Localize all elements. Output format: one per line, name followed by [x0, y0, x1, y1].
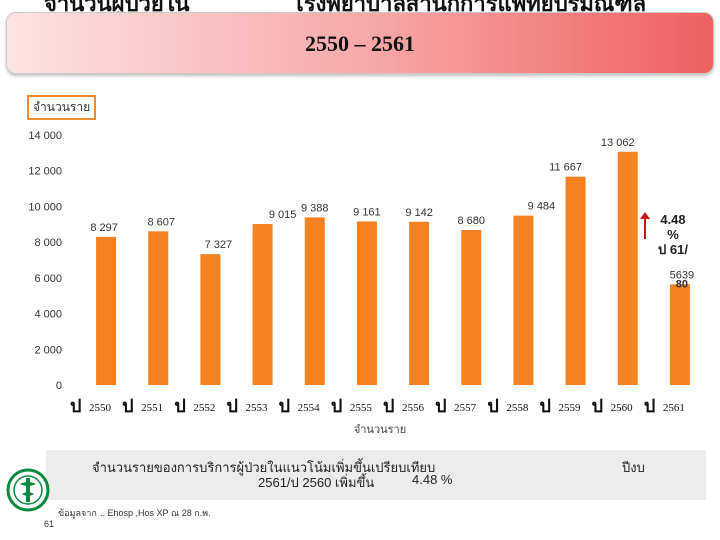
x-tick-prefix: ป: [644, 396, 655, 416]
x-tick-prefix: ป: [279, 396, 290, 416]
bar: [565, 176, 586, 385]
x-tick-prefix: ป: [540, 396, 551, 416]
y-tick-label: 8 000: [34, 237, 62, 249]
bar-value-label: 11 667: [549, 162, 582, 174]
bar-value-label: 9 142: [405, 207, 433, 219]
x-tick-label: 2561: [663, 402, 685, 414]
y-tick-label: 10 000: [28, 201, 62, 213]
x-tick-prefix: ป: [227, 396, 238, 416]
x-tick-label: 2556: [402, 402, 425, 414]
x-tick-label: 2553: [246, 402, 269, 414]
bar-value-label: 9 484: [528, 201, 556, 213]
y-tick-label: 6 000: [34, 273, 62, 285]
x-tick-label: 2559: [559, 402, 582, 414]
bar-value-label: 5639: [670, 269, 694, 281]
summary-percent: 4.48 %: [412, 472, 453, 487]
change-value: 4.48: [660, 212, 686, 227]
bar: [461, 230, 482, 385]
x-tick-prefix: ป: [592, 396, 603, 416]
x-tick-label: 2558: [506, 402, 529, 414]
x-tick-prefix: ป: [487, 396, 498, 416]
x-tick-prefix: ป: [331, 396, 342, 416]
bar-value-label: 9 388: [301, 202, 329, 214]
change-tail: ป 61/: [658, 242, 688, 257]
x-tick-label: 2560: [611, 402, 634, 414]
x-tick-label: 2557: [454, 402, 477, 414]
bar-value-label: 7 327: [205, 239, 233, 251]
bar-value-label: 8 607: [147, 216, 175, 228]
y-tick-label: 12 000: [28, 166, 62, 178]
x-tick-label: 2551: [141, 402, 163, 414]
summary-line-1: จำนวนรายของการบริการผู้ป่วยในแนวโน้มเพิ่…: [92, 460, 436, 475]
bar: [96, 236, 117, 385]
title-banner: 2550 – 2561: [6, 12, 714, 74]
source-text: .. Ehosp ,Hos XP ณ 28 ก.พ.: [100, 508, 211, 518]
y-tick-label: 0: [56, 380, 62, 392]
bar: [409, 221, 430, 385]
change-percent: %: [667, 227, 679, 242]
bar-value-label: 13 062: [601, 137, 635, 149]
x-tick-prefix: ป: [174, 396, 185, 416]
x-tick-label: 2555: [350, 402, 373, 414]
arrow-up-icon: [640, 212, 650, 239]
x-axis-title: จำนวนราย: [354, 424, 406, 436]
bar-value-label: 9 161: [353, 206, 381, 218]
y-tick-label: 14 000: [28, 130, 62, 142]
page-title: จำนวนผู้ป่วยใน โรงพยาบาลสำนักการแพทย์ปริ…: [0, 0, 720, 16]
x-tick-prefix: ป: [70, 396, 81, 416]
summary-line-2: 2561/ป 2560 เพิ่มขึ้น: [258, 475, 375, 490]
bar: [148, 231, 169, 385]
summary-right-text: ปีงบ: [622, 460, 645, 475]
bar-chart: 0 2 000 4 000 6 000 8 000 10 000 12 000 14 000 8…: [28, 130, 694, 436]
x-tick-label: 2552: [193, 402, 215, 414]
x-tick-prefix: ป: [122, 396, 133, 416]
x-tick-prefix: ป: [435, 396, 446, 416]
x-tick-prefix: ป: [383, 396, 394, 416]
bar: [669, 284, 690, 385]
summary-panel: [46, 450, 706, 500]
bar: [356, 221, 377, 385]
banner-text: 2550 – 2561: [305, 31, 415, 56]
bar-value-label: 8 680: [457, 215, 485, 227]
bar: [304, 217, 325, 385]
bar: [252, 224, 273, 385]
bar-value-label: 9 015: [269, 209, 297, 221]
bar-value-label: 8 297: [90, 222, 118, 234]
change-note: 4.48 % ป 61/: [650, 212, 696, 257]
ministry-logo-icon: [6, 468, 50, 512]
bar-partial-label: 80: [676, 278, 688, 290]
y-tick-label: 2 000: [34, 344, 62, 356]
y-tick-label: 4 000: [34, 309, 62, 321]
unit-label: จำนวนราย: [27, 95, 97, 120]
bar: [200, 254, 221, 385]
x-tick-label: 2554: [298, 402, 321, 414]
source-year: 61: [44, 519, 55, 529]
x-tick-label: 2550: [89, 402, 112, 414]
bar: [617, 151, 638, 385]
source-label: ข้อมูลจาก: [58, 508, 97, 518]
bar: [513, 215, 534, 385]
